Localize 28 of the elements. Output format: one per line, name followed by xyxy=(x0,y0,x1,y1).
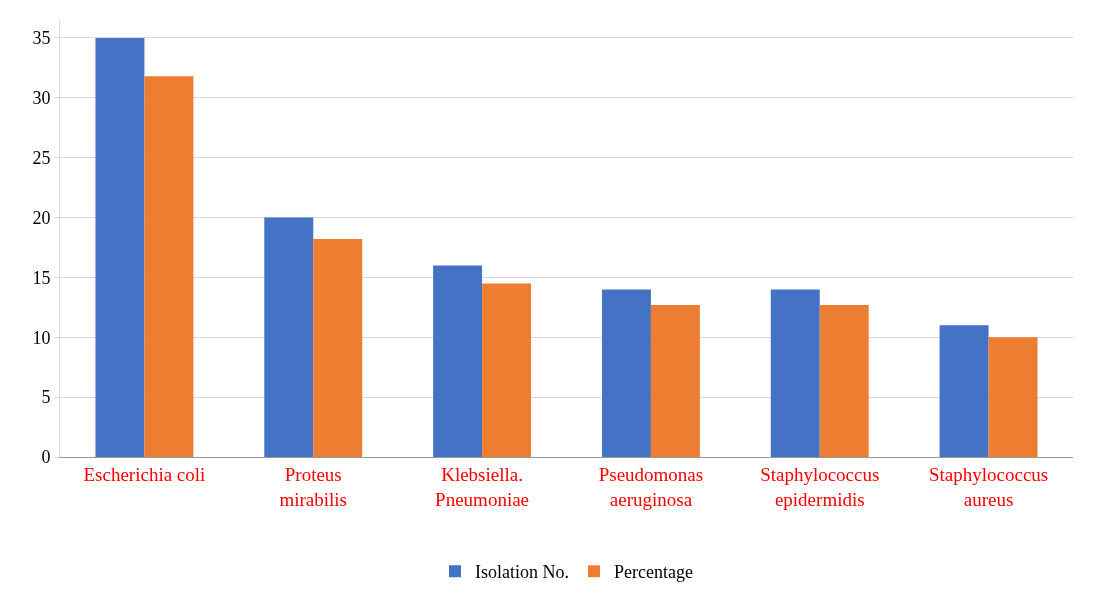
x-tick-label: Staphylococcus epidermidis xyxy=(760,463,880,510)
y-tick-label: 0 xyxy=(41,447,51,468)
bar xyxy=(770,289,820,457)
x-tick-label: Klebsiella. Pneumoniae xyxy=(435,463,530,510)
y-tick-label: 20 xyxy=(32,207,51,228)
x-tick-label: Escherichia coli xyxy=(83,463,206,485)
bar xyxy=(939,325,989,457)
bar xyxy=(313,239,363,457)
y-tick-label: 30 xyxy=(32,88,51,109)
x-tick-label: Proteus mirabilis xyxy=(279,463,348,510)
bar xyxy=(988,337,1038,457)
bar xyxy=(601,289,651,457)
bar xyxy=(264,217,314,457)
y-tick-label: 5 xyxy=(41,387,51,408)
x-tick-label: Staphylococcus aureus xyxy=(928,463,1049,510)
y-tick-label: 10 xyxy=(32,327,51,348)
bar xyxy=(144,76,194,457)
bar xyxy=(95,37,145,457)
bar xyxy=(433,265,483,457)
x-tick-label: Pseudomonas aeruginosa xyxy=(598,463,704,510)
legend-label: Isolation No. xyxy=(475,562,569,583)
legend-label: Percentage xyxy=(614,562,693,583)
bar xyxy=(482,283,532,457)
y-tick-label: 35 xyxy=(32,28,51,49)
bar xyxy=(819,304,869,457)
y-tick-label: 25 xyxy=(32,147,51,168)
y-tick-label: 15 xyxy=(32,267,51,288)
bar xyxy=(650,304,700,457)
